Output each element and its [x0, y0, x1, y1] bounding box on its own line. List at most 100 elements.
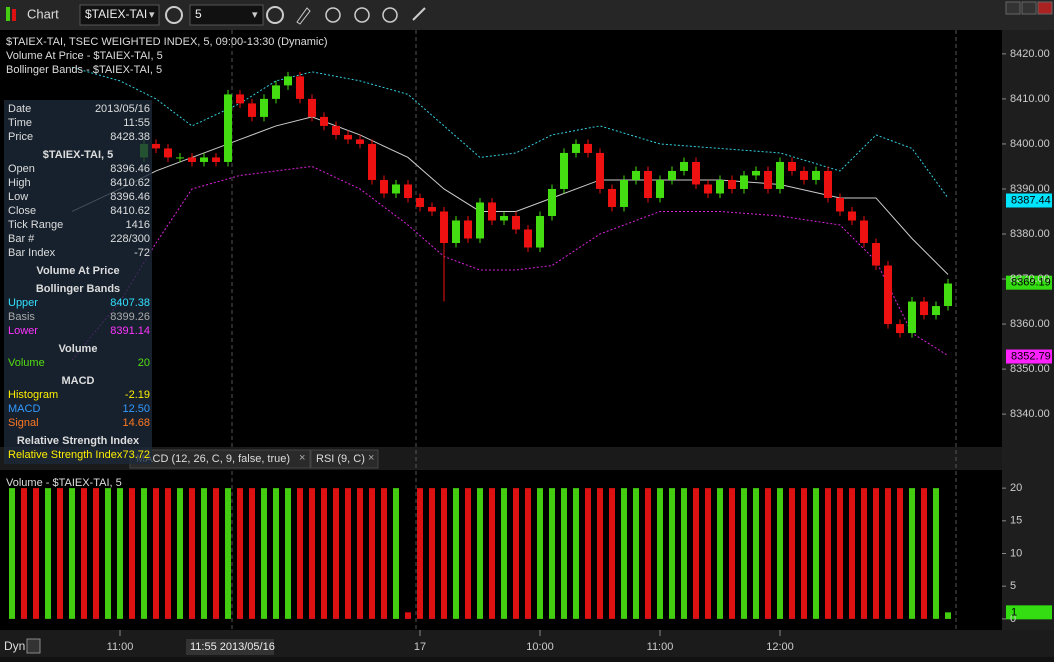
candle-body	[404, 184, 412, 198]
interval-box[interactable]	[189, 4, 264, 26]
settings-button[interactable]	[165, 6, 183, 24]
volume-bar	[729, 488, 735, 619]
info-label: Signal	[8, 417, 39, 429]
volume-bar	[801, 488, 807, 619]
volume-bar	[309, 488, 315, 619]
volume-bar	[441, 488, 447, 619]
volume-bar	[561, 488, 567, 619]
volume-bar	[861, 488, 867, 619]
candle-body	[260, 98, 268, 117]
volume-bar	[117, 488, 123, 619]
volume-bar	[525, 488, 531, 619]
volume-bar	[189, 488, 195, 619]
y-tick-label: 8390.00	[1010, 183, 1050, 195]
lock-button[interactable]	[26, 638, 41, 654]
volume-bar	[201, 488, 207, 619]
y-axis-panel	[1002, 30, 1054, 630]
play-button[interactable]	[354, 7, 370, 23]
tool-button[interactable]	[412, 7, 426, 21]
volume-bar	[465, 488, 471, 619]
volume-bar	[609, 488, 615, 619]
candle-body	[152, 143, 160, 149]
volume-bar	[381, 488, 387, 619]
volume-bar	[21, 488, 27, 619]
refresh-button[interactable]	[325, 7, 341, 23]
info-value: 8399.26	[110, 311, 150, 323]
price-badge	[1006, 193, 1052, 208]
candle-body	[896, 324, 904, 334]
tab[interactable]	[310, 449, 379, 469]
volume-bar	[513, 488, 519, 619]
info-value: -72	[134, 247, 150, 259]
volume-bar	[357, 488, 363, 619]
close-button[interactable]	[1037, 1, 1053, 15]
candle-body	[452, 220, 460, 244]
volume-bar	[429, 488, 435, 619]
y-tick-label: 8340.00	[1010, 408, 1050, 420]
price-badge	[1006, 275, 1052, 290]
minimize-button[interactable]	[1005, 1, 1021, 15]
volume-bar	[273, 488, 279, 619]
candle-body	[296, 76, 304, 99]
candle-body	[176, 157, 184, 159]
info-label: Date	[8, 103, 31, 115]
volume-bar	[213, 488, 219, 619]
candle-body	[416, 197, 424, 207]
maximize-button[interactable]	[1021, 1, 1037, 15]
clock-button[interactable]	[266, 6, 284, 24]
info-value: 1416	[126, 219, 150, 231]
symbol[interactable]: $TAIEX-TAI	[85, 7, 147, 21]
volume-bar	[573, 488, 579, 619]
interval[interactable]: 5	[195, 7, 202, 21]
volume-bar	[621, 488, 627, 619]
volume-bar	[249, 488, 255, 619]
tab-close[interactable]: ×	[299, 452, 305, 464]
tab-label[interactable]: MACD (12, 26, C, 9, false, true)	[136, 453, 290, 465]
candle-body	[644, 170, 652, 198]
volume-bar	[777, 488, 783, 619]
volume-bar	[369, 488, 375, 619]
candle-body	[776, 161, 784, 189]
info-value: 8396.46	[110, 163, 150, 175]
candle-body	[320, 116, 328, 126]
volume-bar	[717, 488, 723, 619]
info-heading: Volume	[59, 343, 98, 355]
alert-button[interactable]	[382, 7, 398, 23]
tab-close[interactable]: ×	[368, 452, 374, 464]
volume-bar	[81, 488, 87, 619]
info-value: 73.72	[122, 449, 150, 461]
chart-icon	[12, 9, 16, 21]
labels: $TAIEX-TAI, TSEC WEIGHTED INDEX, 5, 09:0…	[6, 36, 1051, 653]
candle-body	[236, 94, 244, 104]
candle-body	[920, 301, 928, 316]
price-chart	[71, 53, 1052, 636]
info-heading: Bollinger Bands	[36, 283, 120, 295]
info-label: Low	[8, 191, 28, 203]
dropdown-arrow[interactable]: ▾	[252, 9, 258, 21]
candle-body	[344, 134, 352, 140]
volume-bar	[945, 612, 951, 619]
volume-bar	[681, 488, 687, 619]
volume-bar	[33, 488, 39, 619]
candle-body	[932, 306, 940, 316]
dropdown-arrow[interactable]: ▾	[149, 9, 155, 21]
candle-body	[848, 211, 856, 221]
volume-bar	[417, 488, 423, 619]
info-heading: $TAIEX-TAI, 5	[43, 149, 114, 161]
candle-body	[656, 179, 664, 198]
volume-bar	[165, 488, 171, 619]
volume-bar	[93, 488, 99, 619]
volume-bar	[105, 488, 111, 619]
candle-body	[548, 188, 556, 216]
candle-body	[332, 125, 340, 135]
info-value: 20	[138, 357, 150, 369]
volume-bar	[765, 488, 771, 619]
candle-body	[200, 157, 208, 162]
candle-body	[668, 170, 676, 180]
candle-body	[488, 202, 496, 221]
symbol-box[interactable]	[79, 4, 160, 26]
candle-body	[608, 188, 616, 207]
tab-label[interactable]: RSI (9, C)	[316, 453, 365, 465]
draw-button[interactable]	[296, 7, 311, 25]
candle-body	[464, 220, 472, 239]
